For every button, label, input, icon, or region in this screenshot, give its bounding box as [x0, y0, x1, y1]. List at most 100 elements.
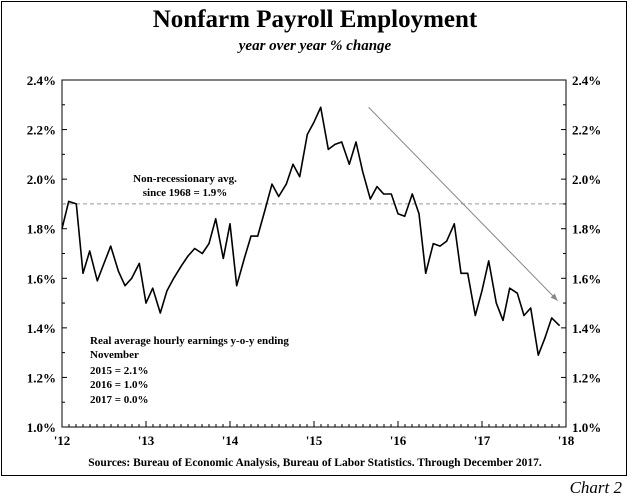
note-line-1: Real average hourly earnings y-o-y endin…: [90, 335, 289, 347]
data-point: [320, 106, 322, 108]
data-point: [173, 277, 175, 279]
data-point: [432, 242, 434, 245]
data-point: [348, 163, 350, 165]
data-point: [215, 218, 217, 220]
data-point: [145, 302, 147, 304]
y-tick-label-right: 1.0%: [572, 420, 601, 435]
series-points: [61, 106, 560, 356]
data-point: [243, 257, 245, 260]
note-line-4: 2016 = 1.0%: [90, 379, 149, 391]
data-point: [278, 195, 280, 198]
y-tick-label-right: 1.2%: [572, 370, 601, 385]
series-line: [61, 106, 560, 356]
chart-subtitle: year over year % change: [238, 38, 392, 54]
data-point: [376, 185, 378, 188]
data-point: [474, 314, 476, 317]
x-tick-label: '17: [474, 433, 491, 448]
data-point: [208, 242, 210, 245]
data-point: [404, 215, 406, 217]
chart-frame: [1, 1, 627, 476]
data-point: [61, 228, 63, 230]
data-point: [495, 302, 497, 304]
data-point: [159, 312, 161, 314]
data-point: [257, 235, 259, 237]
data-point: [460, 272, 462, 274]
y-tick-label-left: 1.8%: [27, 222, 56, 237]
data-point: [96, 280, 98, 282]
data-point: [152, 287, 154, 289]
data-point: [488, 260, 490, 262]
data-point: [292, 163, 294, 165]
trend-arrow-head: [550, 293, 558, 301]
data-point: [306, 133, 308, 136]
y-tick-label-left: 2.4%: [27, 73, 56, 88]
y-tick-label-left: 1.2%: [27, 370, 56, 385]
data-point: [222, 257, 224, 260]
x-tick-labels: '12 '13 '14 '15 '16 '17 '18: [54, 433, 575, 448]
reference-label-2: since 1968 = 1.9%: [143, 187, 228, 199]
y-tick-label-left: 2.0%: [27, 172, 56, 187]
x-tick-label: '15: [306, 433, 323, 448]
data-point: [390, 193, 392, 195]
data-point: [397, 213, 399, 215]
data-point: [103, 262, 105, 265]
y-tick-label-right: 2.4%: [572, 73, 601, 88]
y-tick-label-right: 1.8%: [572, 222, 601, 237]
note-line-5: 2017 = 0.0%: [90, 394, 149, 406]
data-point: [327, 148, 329, 150]
data-point: [264, 208, 266, 210]
reference-label-1: Non-recessionary avg.: [133, 173, 237, 185]
data-point: [194, 247, 196, 250]
data-point: [110, 245, 112, 247]
data-point: [453, 223, 455, 225]
data-point: [467, 272, 469, 274]
data-point: [551, 317, 553, 319]
data-point: [446, 240, 448, 242]
y-tick-label-left: 1.6%: [27, 271, 56, 286]
data-point: [411, 193, 413, 195]
data-point: [341, 141, 343, 143]
data-point: [544, 337, 546, 339]
chart-axes: [61, 79, 567, 428]
trend-arrow: [368, 106, 558, 301]
data-point: [229, 223, 231, 225]
data-point: [383, 193, 385, 195]
y-tick-label-left: 2.2%: [27, 123, 56, 138]
data-point: [250, 235, 252, 237]
data-point: [537, 354, 539, 356]
data-point: [481, 290, 483, 292]
data-point: [369, 198, 371, 200]
y-tick-label-right: 2.0%: [572, 172, 601, 187]
note-line-2: November: [90, 349, 139, 361]
data-point: [138, 262, 140, 265]
x-tick-label: '12: [54, 433, 71, 448]
data-point: [439, 245, 441, 247]
x-tick-label: '18: [558, 433, 575, 448]
data-point: [516, 292, 518, 294]
x-tick-label: '14: [222, 433, 239, 448]
y-tick-label-right: 1.4%: [572, 321, 601, 336]
data-point: [558, 324, 560, 326]
data-point: [502, 319, 504, 322]
data-point: [124, 285, 126, 287]
y-tick-label-right: 1.6%: [572, 271, 601, 286]
data-point: [117, 270, 119, 272]
data-point: [166, 290, 168, 292]
data-point: [334, 143, 336, 146]
data-point: [180, 265, 182, 267]
data-point: [509, 287, 511, 289]
sources-note: Sources: Bureau of Economic Analysis, Bu…: [88, 457, 542, 469]
y-tick-label-left: 1.0%: [27, 420, 56, 435]
data-point: [75, 203, 77, 205]
data-point: [131, 277, 133, 279]
data-point: [236, 285, 238, 287]
data-point: [418, 213, 420, 215]
data-point: [68, 200, 70, 203]
data-point: [201, 252, 203, 255]
data-point: [187, 255, 189, 257]
note-line-3: 2015 = 2.1%: [90, 365, 149, 377]
data-point: [299, 176, 301, 178]
data-point: [523, 314, 525, 317]
data-point: [355, 141, 357, 143]
